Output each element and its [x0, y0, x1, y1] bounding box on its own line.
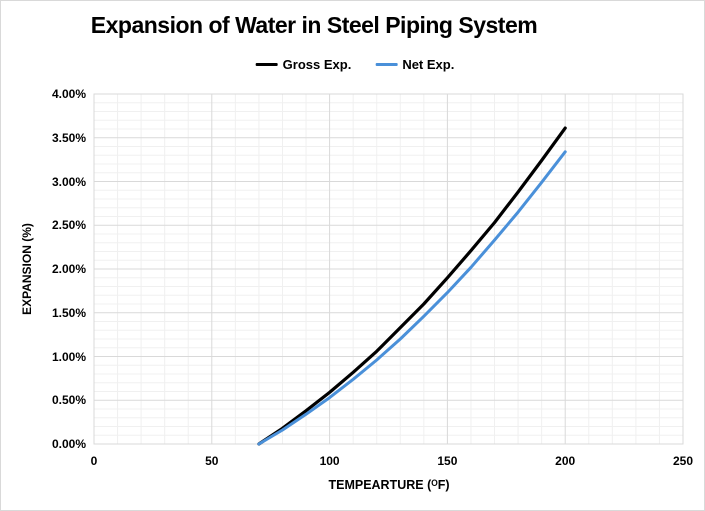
x-tick-label: 0 — [90, 454, 98, 468]
x-tick-label: 250 — [672, 454, 694, 468]
legend-item-gross: Gross Exp. — [255, 57, 352, 72]
x-tick-label: 200 — [555, 454, 576, 468]
legend-line-swatch-net — [375, 63, 398, 66]
series-lines — [257, 126, 567, 446]
y-tick-label: 0.50% — [51, 393, 86, 408]
x-axis-title: TEMPEARTURE (ᴼF) — [328, 478, 450, 492]
y-tick-label: 4.00% — [51, 87, 86, 101]
y-tick-label: 2.00% — [51, 262, 86, 276]
series-line-gross-exp — [257, 126, 567, 446]
legend-item-net: Net Exp. — [375, 57, 454, 72]
legend: Gross Exp. Net Exp. — [255, 57, 454, 72]
y-tick-label: 3.50% — [51, 130, 86, 145]
legend-label: Net Exp. — [402, 57, 455, 72]
legend-line-swatch-gross — [255, 63, 278, 66]
chart-title: Expansion of Water in Steel Piping Syste… — [90, 12, 538, 38]
x-tick-label: 150 — [437, 454, 458, 468]
plot-border — [93, 93, 684, 445]
y-tick-label: 1.00% — [51, 349, 86, 364]
series-line-net-exp — [257, 150, 567, 446]
y-tick-label: 3.00% — [51, 174, 86, 189]
y-tick-label: 0.00% — [51, 437, 86, 451]
legend-label: Gross Exp. — [282, 57, 352, 72]
y-tick-label: 1.50% — [51, 305, 86, 320]
x-tick-label: 50 — [205, 454, 219, 468]
x-tick-label: 100 — [319, 454, 340, 468]
y-tick-label: 2.50% — [51, 218, 86, 233]
